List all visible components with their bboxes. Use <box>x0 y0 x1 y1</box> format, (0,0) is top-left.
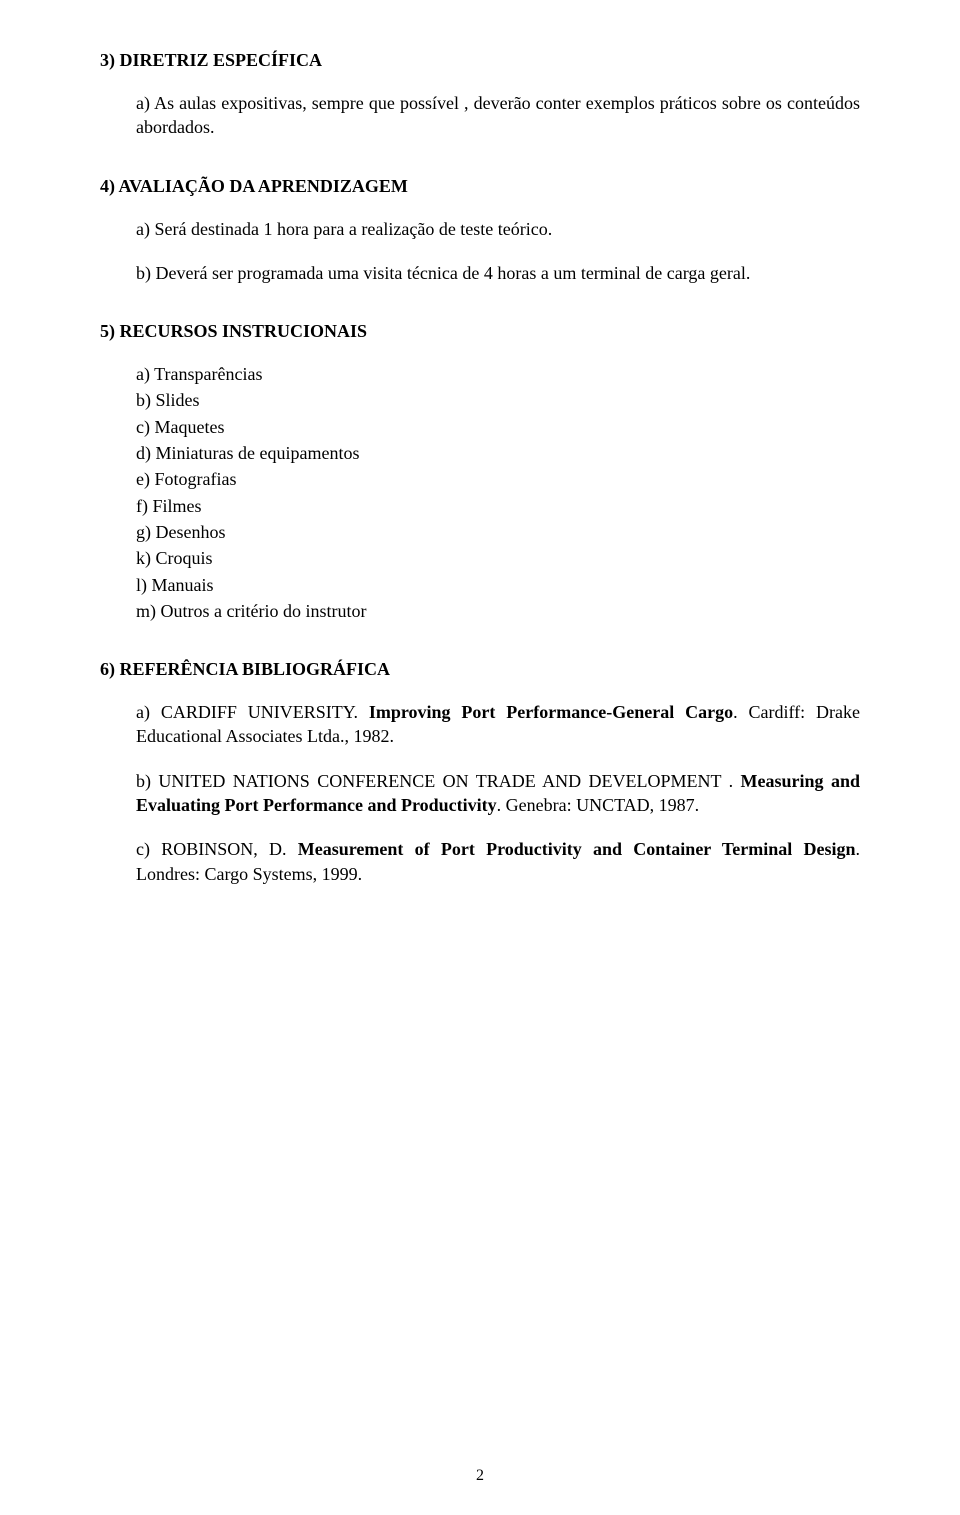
section5-item: k) Croquis <box>136 546 860 570</box>
page-number: 2 <box>0 1467 960 1485</box>
section5-item: l) Manuais <box>136 573 860 597</box>
section6-heading: 6) REFERÊNCIA BIBLIOGRÁFICA <box>100 659 860 680</box>
ref-a-pre: a) CARDIFF UNIVERSITY. <box>136 702 369 722</box>
section5-item: f) Filmes <box>136 494 860 518</box>
section4-heading: 4) AVALIAÇÃO DA APRENDIZAGEM <box>100 176 860 197</box>
section5-heading: 5) RECURSOS INSTRUCIONAIS <box>100 321 860 342</box>
section6-content: a) CARDIFF UNIVERSITY. Improving Port Pe… <box>136 700 860 886</box>
ref-b-post: . Genebra: UNCTAD, 1987. <box>497 795 700 815</box>
ref-c-pre: c) ROBINSON, D. <box>136 839 298 859</box>
section6-ref-c: c) ROBINSON, D. Measurement of Port Prod… <box>136 837 860 886</box>
section5-item: e) Fotografias <box>136 467 860 491</box>
section3-heading: 3) DIRETRIZ ESPECÍFICA <box>100 50 860 71</box>
ref-c-title: Measurement of Port Productivity and Con… <box>298 839 856 859</box>
section5-item: a) Transparências <box>136 362 860 386</box>
section5-item: m) Outros a critério do instrutor <box>136 599 860 623</box>
section4-item-b: b) Deverá ser programada uma visita técn… <box>136 261 860 285</box>
document-page: 3) DIRETRIZ ESPECÍFICA a) As aulas expos… <box>0 0 960 1515</box>
section3-content: a) As aulas expositivas, sempre que poss… <box>136 91 860 140</box>
ref-a-title: Improving Port Performance-General Cargo <box>369 702 733 722</box>
section5-item: c) Maquetes <box>136 415 860 439</box>
section5-list: a) Transparências b) Slides c) Maquetes … <box>136 362 860 623</box>
section4-item-a: a) Será destinada 1 hora para a realizaç… <box>136 217 860 241</box>
section5-item: g) Desenhos <box>136 520 860 544</box>
section4-content: a) Será destinada 1 hora para a realizaç… <box>136 217 860 286</box>
section6-ref-a: a) CARDIFF UNIVERSITY. Improving Port Pe… <box>136 700 860 749</box>
section5-item: d) Miniaturas de equipamentos <box>136 441 860 465</box>
ref-b-pre: b) UNITED NATIONS CONFERENCE ON TRADE AN… <box>136 771 741 791</box>
section3-item-a: a) As aulas expositivas, sempre que poss… <box>136 91 860 140</box>
section5-item: b) Slides <box>136 388 860 412</box>
section6-ref-b: b) UNITED NATIONS CONFERENCE ON TRADE AN… <box>136 769 860 818</box>
